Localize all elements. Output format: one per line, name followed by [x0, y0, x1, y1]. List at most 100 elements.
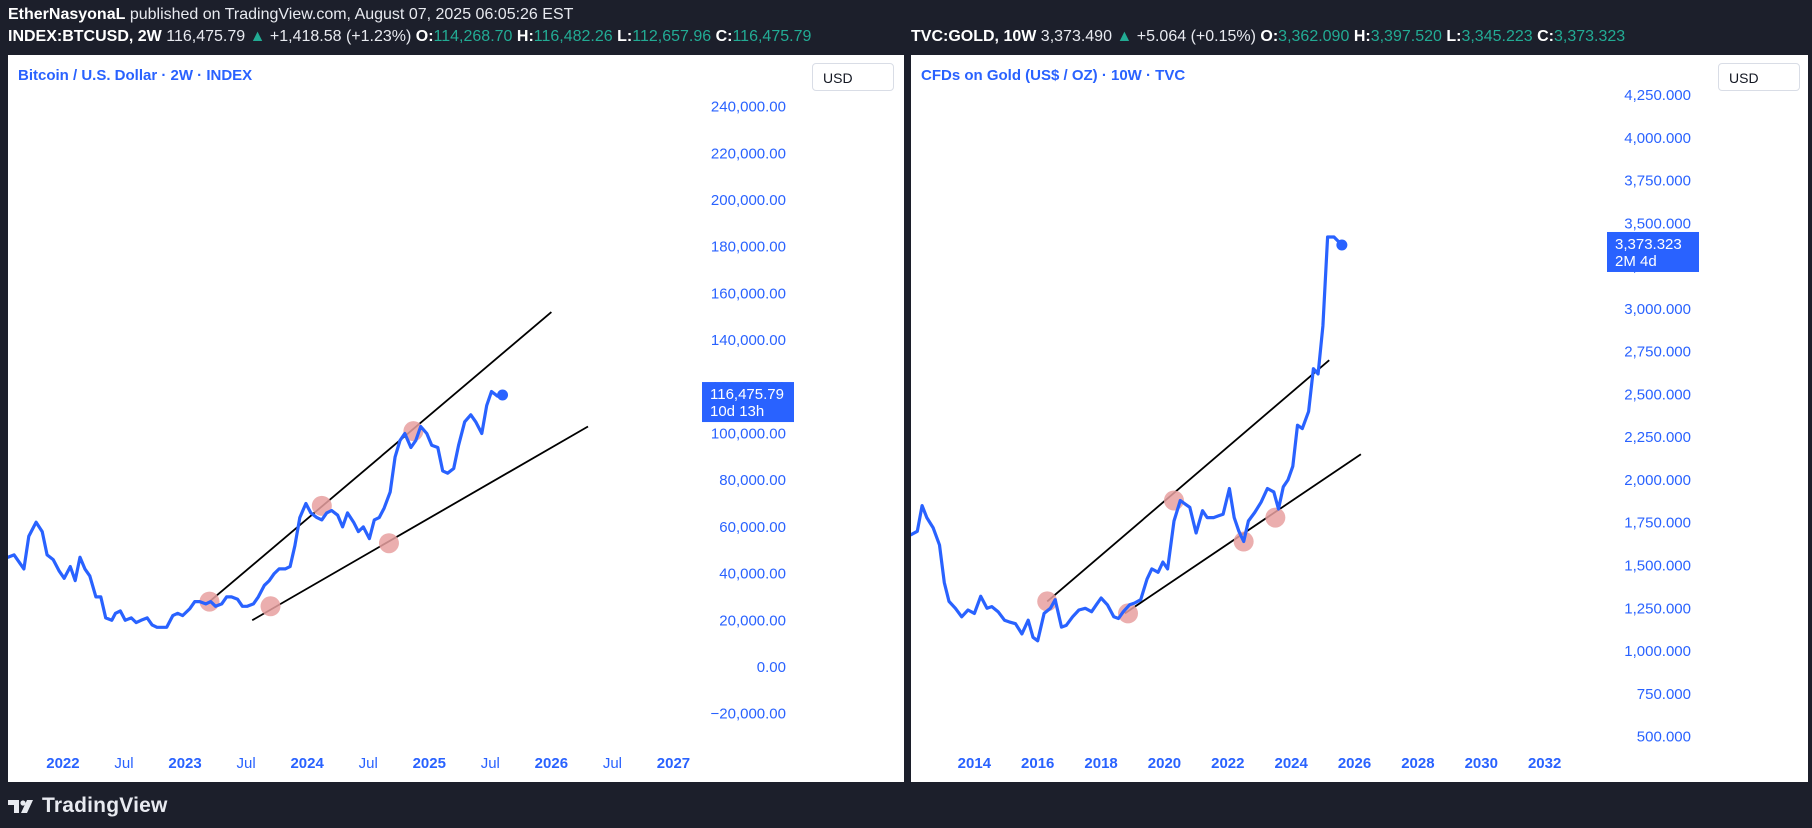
price-line — [8, 389, 505, 629]
low-key: L: — [617, 28, 633, 45]
y-tick-label: 240,000.00 — [711, 99, 786, 116]
x-tick-label: 2026 — [1338, 755, 1371, 772]
last-price-dot — [497, 389, 509, 401]
x-tick-label: Jul — [603, 755, 622, 772]
publish-info: published on TradingView.com, August 07,… — [125, 6, 574, 23]
trendline — [251, 425, 589, 622]
chart-title: CFDs on Gold (US$ / OZ) · 10W · TVC — [921, 67, 1186, 84]
x-tick-label: 2027 — [657, 755, 690, 772]
up-arrow-icon: ▲ — [1116, 28, 1133, 45]
touch-marker — [1265, 507, 1286, 528]
y-tick-label: 20,000.00 — [719, 612, 786, 629]
close-key: C: — [715, 28, 733, 45]
y-tick-label: 0.00 — [757, 659, 786, 676]
x-tick-label: 2016 — [1021, 755, 1054, 772]
chart-title: Bitcoin / U.S. Dollar · 2W · INDEX — [18, 67, 253, 84]
price-line — [911, 235, 1344, 643]
price-badge — [702, 382, 794, 423]
x-tick-label: Jul — [114, 755, 133, 772]
y-tick-label: 3,750.000 — [1624, 173, 1691, 190]
open-key: O: — [415, 28, 434, 45]
x-tick-label: 2014 — [958, 755, 992, 772]
price-badge-countdown: 10d 13h — [710, 403, 764, 420]
currency-selector[interactable]: USD — [812, 63, 894, 91]
chart-panel-btc[interactable]: −20,000.00 0.00 20,000.00 40,000.00 60,000.0… — [8, 55, 904, 782]
y-tick-label: 2,250.000 — [1624, 429, 1691, 446]
symbol-label[interactable]: TVC:GOLD, 10W — [911, 28, 1037, 45]
ohlc-legend-btc: INDEX:BTCUSD, 2W 116,475.79 ▲ +1,418.58 … — [8, 28, 811, 46]
x-tick-label: 2020 — [1148, 755, 1181, 772]
x-tick-label: 2018 — [1084, 755, 1117, 772]
high-key: H: — [516, 28, 534, 45]
y-tick-label: 2,750.000 — [1624, 344, 1691, 361]
y-tick-label: 80,000.00 — [719, 472, 786, 489]
brand-name[interactable]: TradingView — [42, 794, 168, 817]
tradingview-logo-icon[interactable] — [8, 798, 36, 814]
price-badge-value: 3,373.323 — [1615, 236, 1682, 253]
x-tick-label: 2032 — [1528, 755, 1561, 772]
price-badge-countdown: 2M 4d — [1615, 253, 1657, 270]
last-price: 116,475.79 — [166, 28, 246, 45]
btc-chart-svg[interactable]: −20,000.00 0.00 20,000.00 40,000.00 60,000.0… — [8, 55, 904, 782]
y-tick-label: 4,000.000 — [1624, 130, 1691, 147]
y-tick-label: 160,000.00 — [711, 285, 786, 302]
price-badge-value: 116,475.79 — [710, 386, 784, 403]
chart-panel-gold[interactable]: 500.000 750.000 1,000.000 1,250.000 1,500.00… — [911, 55, 1808, 782]
x-tick-label: 2022 — [46, 755, 79, 772]
open-key: O: — [1260, 28, 1279, 45]
x-tick-label: 2023 — [168, 755, 201, 772]
trendline — [208, 311, 552, 603]
up-arrow-icon: ▲ — [249, 28, 266, 45]
y-tick-label: 180,000.00 — [711, 239, 786, 256]
y-tick-label: 140,000.00 — [711, 332, 786, 349]
high-value: 116,482.26 — [533, 28, 613, 45]
x-tick-label: 2024 — [290, 755, 324, 772]
author-name[interactable]: EtherNasyonaL — [8, 6, 126, 23]
low-value: 112,657.96 — [632, 28, 712, 45]
gold-chart-svg[interactable]: 500.000 750.000 1,000.000 1,250.000 1,500.00… — [911, 55, 1808, 782]
x-tick-label: 2025 — [413, 755, 446, 772]
publish-header: EtherNasyonaL published on TradingView.c… — [8, 6, 573, 24]
x-tick-label: 2030 — [1465, 755, 1498, 772]
trendline — [1046, 359, 1330, 603]
touch-marker — [311, 495, 332, 516]
low-value: 3,345.223 — [1461, 28, 1533, 45]
close-value: 116,475.79 — [732, 28, 812, 45]
y-tick-label: 1,250.000 — [1624, 600, 1691, 617]
close-value: 3,373.323 — [1553, 28, 1626, 45]
price-change: +1,418.58 (+1.23%) — [269, 28, 412, 45]
x-tick-label: Jul — [359, 755, 378, 772]
y-tick-label: 3,000.000 — [1624, 301, 1691, 318]
y-tick-label: 2,500.000 — [1624, 386, 1691, 403]
last-price: 3,373.490 — [1040, 28, 1112, 45]
high-key: H: — [1353, 28, 1371, 45]
y-tick-label: 750.000 — [1637, 686, 1691, 703]
y-tick-label: 200,000.00 — [711, 192, 786, 209]
y-tick-label: 4,250.000 — [1624, 87, 1691, 104]
y-tick-label: 60,000.00 — [719, 519, 786, 536]
touch-marker — [260, 596, 281, 617]
price-badge — [1607, 231, 1699, 272]
y-tick-label: 1,500.000 — [1624, 557, 1691, 574]
y-tick-label: 40,000.00 — [719, 566, 786, 583]
currency-selector[interactable]: USD — [1718, 63, 1800, 91]
ohlc-legend-gold: TVC:GOLD, 10W 3,373.490 ▲ +5.064 (+0.15%… — [911, 28, 1625, 46]
x-tick-label: 2024 — [1274, 755, 1308, 772]
low-key: L: — [1446, 28, 1462, 45]
high-value: 3,397.520 — [1370, 28, 1442, 45]
last-price-dot — [1336, 239, 1348, 251]
footer: TradingView — [8, 792, 168, 820]
y-tick-label: 500.000 — [1637, 729, 1691, 746]
y-tick-label: 1,750.000 — [1624, 515, 1691, 532]
open-value: 114,268.70 — [433, 28, 513, 45]
x-tick-label: 2022 — [1211, 755, 1244, 772]
close-key: C: — [1537, 28, 1554, 45]
x-tick-label: 2028 — [1401, 755, 1434, 772]
y-tick-label: 220,000.00 — [711, 145, 786, 162]
symbol-label[interactable]: INDEX:BTCUSD, 2W — [8, 28, 162, 45]
y-tick-label: 3,500.000 — [1624, 215, 1691, 232]
y-tick-label: 100,000.00 — [711, 426, 786, 443]
price-change: +5.064 (+0.15%) — [1136, 28, 1256, 45]
x-tick-label: Jul — [481, 755, 500, 772]
open-value: 3,362.090 — [1278, 28, 1350, 45]
